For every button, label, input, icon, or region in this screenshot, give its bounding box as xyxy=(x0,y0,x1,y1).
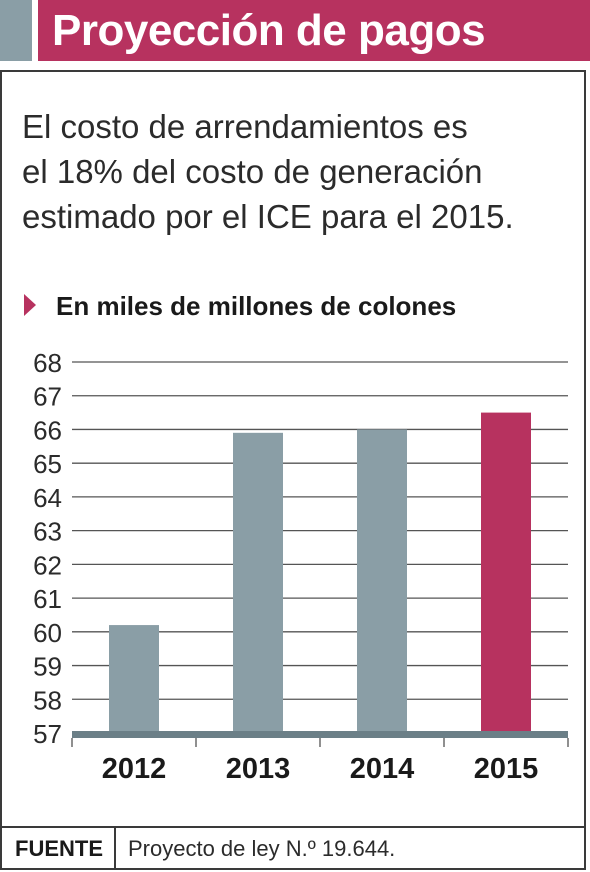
page-title: Proyección de pagos xyxy=(52,6,486,55)
description-line: El costo de arrendamientos es xyxy=(22,108,468,145)
description-line: el 18% del costo de generación xyxy=(22,153,483,190)
description-line: estimado por el ICE para el 2015. xyxy=(22,198,514,235)
y-tick-label: 57 xyxy=(33,719,62,749)
description: El costo de arrendamientos es el 18% del… xyxy=(22,104,582,239)
bar-2012 xyxy=(109,625,159,733)
content-frame xyxy=(0,70,586,870)
source-label: FUENTE xyxy=(15,836,103,861)
source-text: Proyecto de ley N.º 19.644. xyxy=(128,836,396,861)
x-tick-label: 2013 xyxy=(226,753,291,785)
y-tick-label: 60 xyxy=(33,618,62,648)
y-tick-label: 63 xyxy=(33,517,62,547)
y-tick-label: 66 xyxy=(33,415,62,445)
y-tick-label: 68 xyxy=(33,348,62,378)
bar-2015 xyxy=(481,412,531,733)
x-tick-label: 2015 xyxy=(474,753,539,785)
y-tick-label: 58 xyxy=(33,685,62,715)
y-tick-label: 65 xyxy=(33,449,62,479)
x-tick-label: 2012 xyxy=(102,753,167,785)
y-tick-label: 59 xyxy=(33,652,62,682)
header-banner: Proyección de pagos xyxy=(38,0,590,61)
x-axis-baseline xyxy=(72,731,568,738)
triangle-right-icon xyxy=(24,294,36,316)
y-tick-label: 62 xyxy=(33,550,62,580)
bar-2014 xyxy=(357,429,407,733)
y-tick-label: 64 xyxy=(33,483,62,513)
y-tick-label: 67 xyxy=(33,382,62,412)
bar-2013 xyxy=(233,432,283,733)
chart-subtitle-text: En miles de millones de colones xyxy=(56,291,457,321)
y-tick-label: 61 xyxy=(33,584,62,614)
footer-column-divider xyxy=(114,826,116,870)
x-tick-label: 2014 xyxy=(350,753,415,785)
footer-divider xyxy=(0,826,586,828)
header-accent-block xyxy=(0,0,32,61)
